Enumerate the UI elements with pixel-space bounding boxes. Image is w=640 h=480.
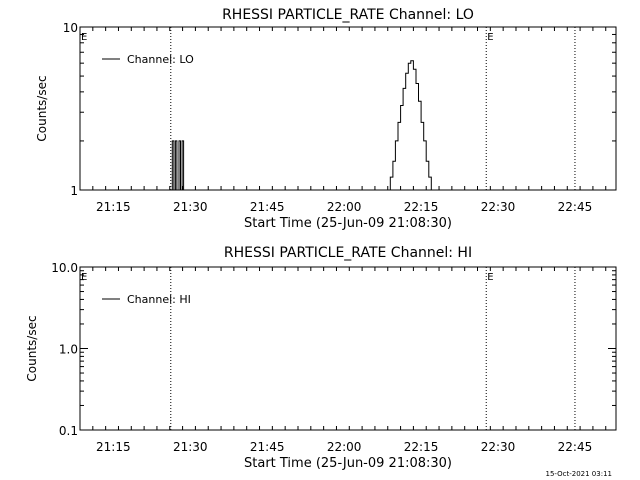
footer-timestamp: 15-Oct-2021 03:11 — [546, 470, 612, 478]
event-marker-label: E — [487, 32, 493, 43]
plot-frame — [79, 266, 617, 431]
event-marker-label: E — [81, 32, 87, 43]
panel-hi-channel: RHESSI PARTICLE_RATE Channel: HI E E 21:15 2… — [25, 245, 617, 471]
x-tick-label: 22:30 — [481, 200, 516, 214]
event-marker-label: E — [81, 272, 87, 283]
x-tick-label: 22:00 — [327, 200, 362, 214]
x-tick-label: 21:30 — [173, 200, 208, 214]
y-axis-label: Counts/sec — [35, 75, 49, 141]
x-tick-label: 21:45 — [250, 200, 285, 214]
x-tick-label: 21:30 — [173, 440, 208, 454]
y-tick-label: 10 — [63, 21, 78, 35]
y-tick-label: 0.1 — [59, 424, 78, 438]
plot-frame — [79, 26, 617, 191]
x-tick-label: 22:15 — [404, 440, 439, 454]
x-tick-label: 21:15 — [96, 200, 131, 214]
x-tick-label: 22:00 — [327, 440, 362, 454]
event-marker-label: E — [487, 272, 493, 283]
x-tick-label: 21:45 — [250, 440, 285, 454]
x-tick-label: 21:15 — [96, 440, 131, 454]
y-tick-label: 10.0 — [51, 261, 78, 275]
chart-title: RHESSI PARTICLE_RATE Channel: LO — [222, 7, 474, 23]
legend-entry: Channel: HI — [127, 293, 191, 306]
x-tick-label: 22:30 — [481, 440, 516, 454]
x-tick-label: 22:45 — [558, 440, 593, 454]
chart-title: RHESSI PARTICLE_RATE Channel: HI — [224, 245, 472, 261]
series-line — [170, 60, 432, 191]
x-axis-label: Start Time (25-Jun-09 21:08:30) — [244, 216, 452, 231]
x-tick-label: 22:45 — [558, 200, 593, 214]
y-tick-label: 1.0 — [59, 343, 78, 357]
y-tick-label: 1 — [70, 184, 78, 198]
panel-lo-channel: RHESSI PARTICLE_RATE Channel: LO E E 21:15 2… — [35, 7, 617, 231]
legend-entry: Channel: LO — [127, 53, 194, 66]
x-axis-label: Start Time (25-Jun-09 21:08:30) — [244, 456, 452, 471]
x-tick-label: 22:15 — [404, 200, 439, 214]
y-axis-label: Counts/sec — [25, 315, 39, 381]
